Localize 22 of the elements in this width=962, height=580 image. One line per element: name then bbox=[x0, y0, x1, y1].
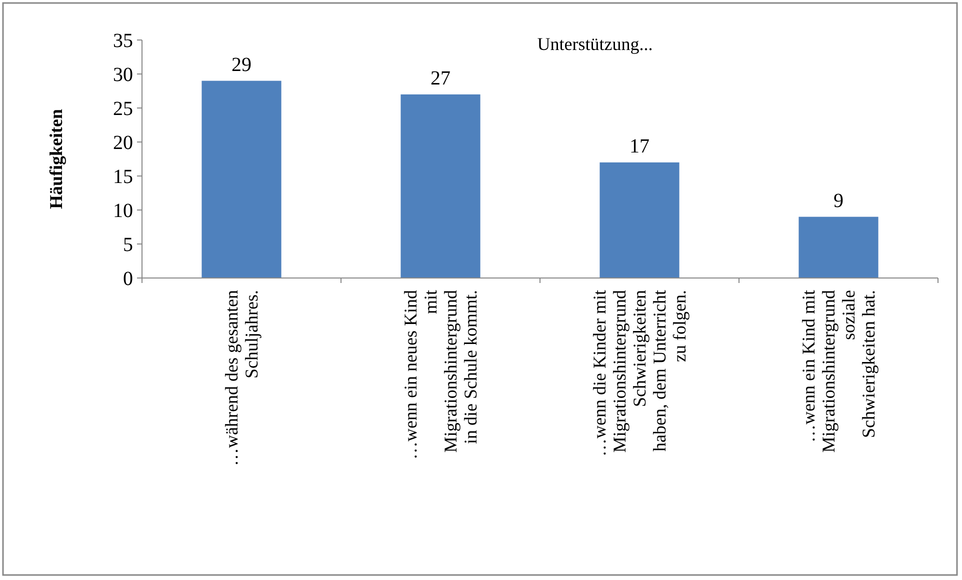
y-tick-label: 10 bbox=[113, 200, 133, 222]
y-tick-label: 25 bbox=[113, 98, 133, 120]
x-tick-label: …wenn ein Kind mit Migrationshintergrund soziale Schwierigkeiten hat. bbox=[798, 290, 878, 453]
y-tick-label: 15 bbox=[113, 166, 133, 188]
x-tick-label: …während des gesanten Schuljahres. bbox=[222, 290, 262, 466]
data-label: 9 bbox=[834, 190, 844, 212]
bar bbox=[400, 94, 480, 278]
data-label: 29 bbox=[232, 54, 252, 76]
y-tick-label: 20 bbox=[113, 132, 133, 154]
x-tick-label: …wenn die Kinder mit Migrationshintergrund Schwierigkeiten haben, dem Unterricht zu folgen. bbox=[590, 290, 690, 456]
bar bbox=[202, 80, 282, 278]
bar bbox=[600, 162, 680, 278]
y-tick-label: 5 bbox=[123, 234, 133, 256]
data-label: 27 bbox=[430, 67, 450, 90]
y-tick-label: 0 bbox=[123, 268, 133, 290]
y-tick-label: 30 bbox=[113, 64, 133, 86]
bar bbox=[798, 216, 878, 278]
data-label: 17 bbox=[630, 135, 650, 158]
x-tick-label: …wenn ein neues Kind mit Migrationshintergrund in die Schule kommt. bbox=[400, 290, 480, 460]
y-tick-label: 35 bbox=[113, 30, 133, 52]
y-axis-title: Häufigkeiten bbox=[46, 108, 66, 210]
chart-title: Unterstützung... bbox=[537, 34, 653, 54]
